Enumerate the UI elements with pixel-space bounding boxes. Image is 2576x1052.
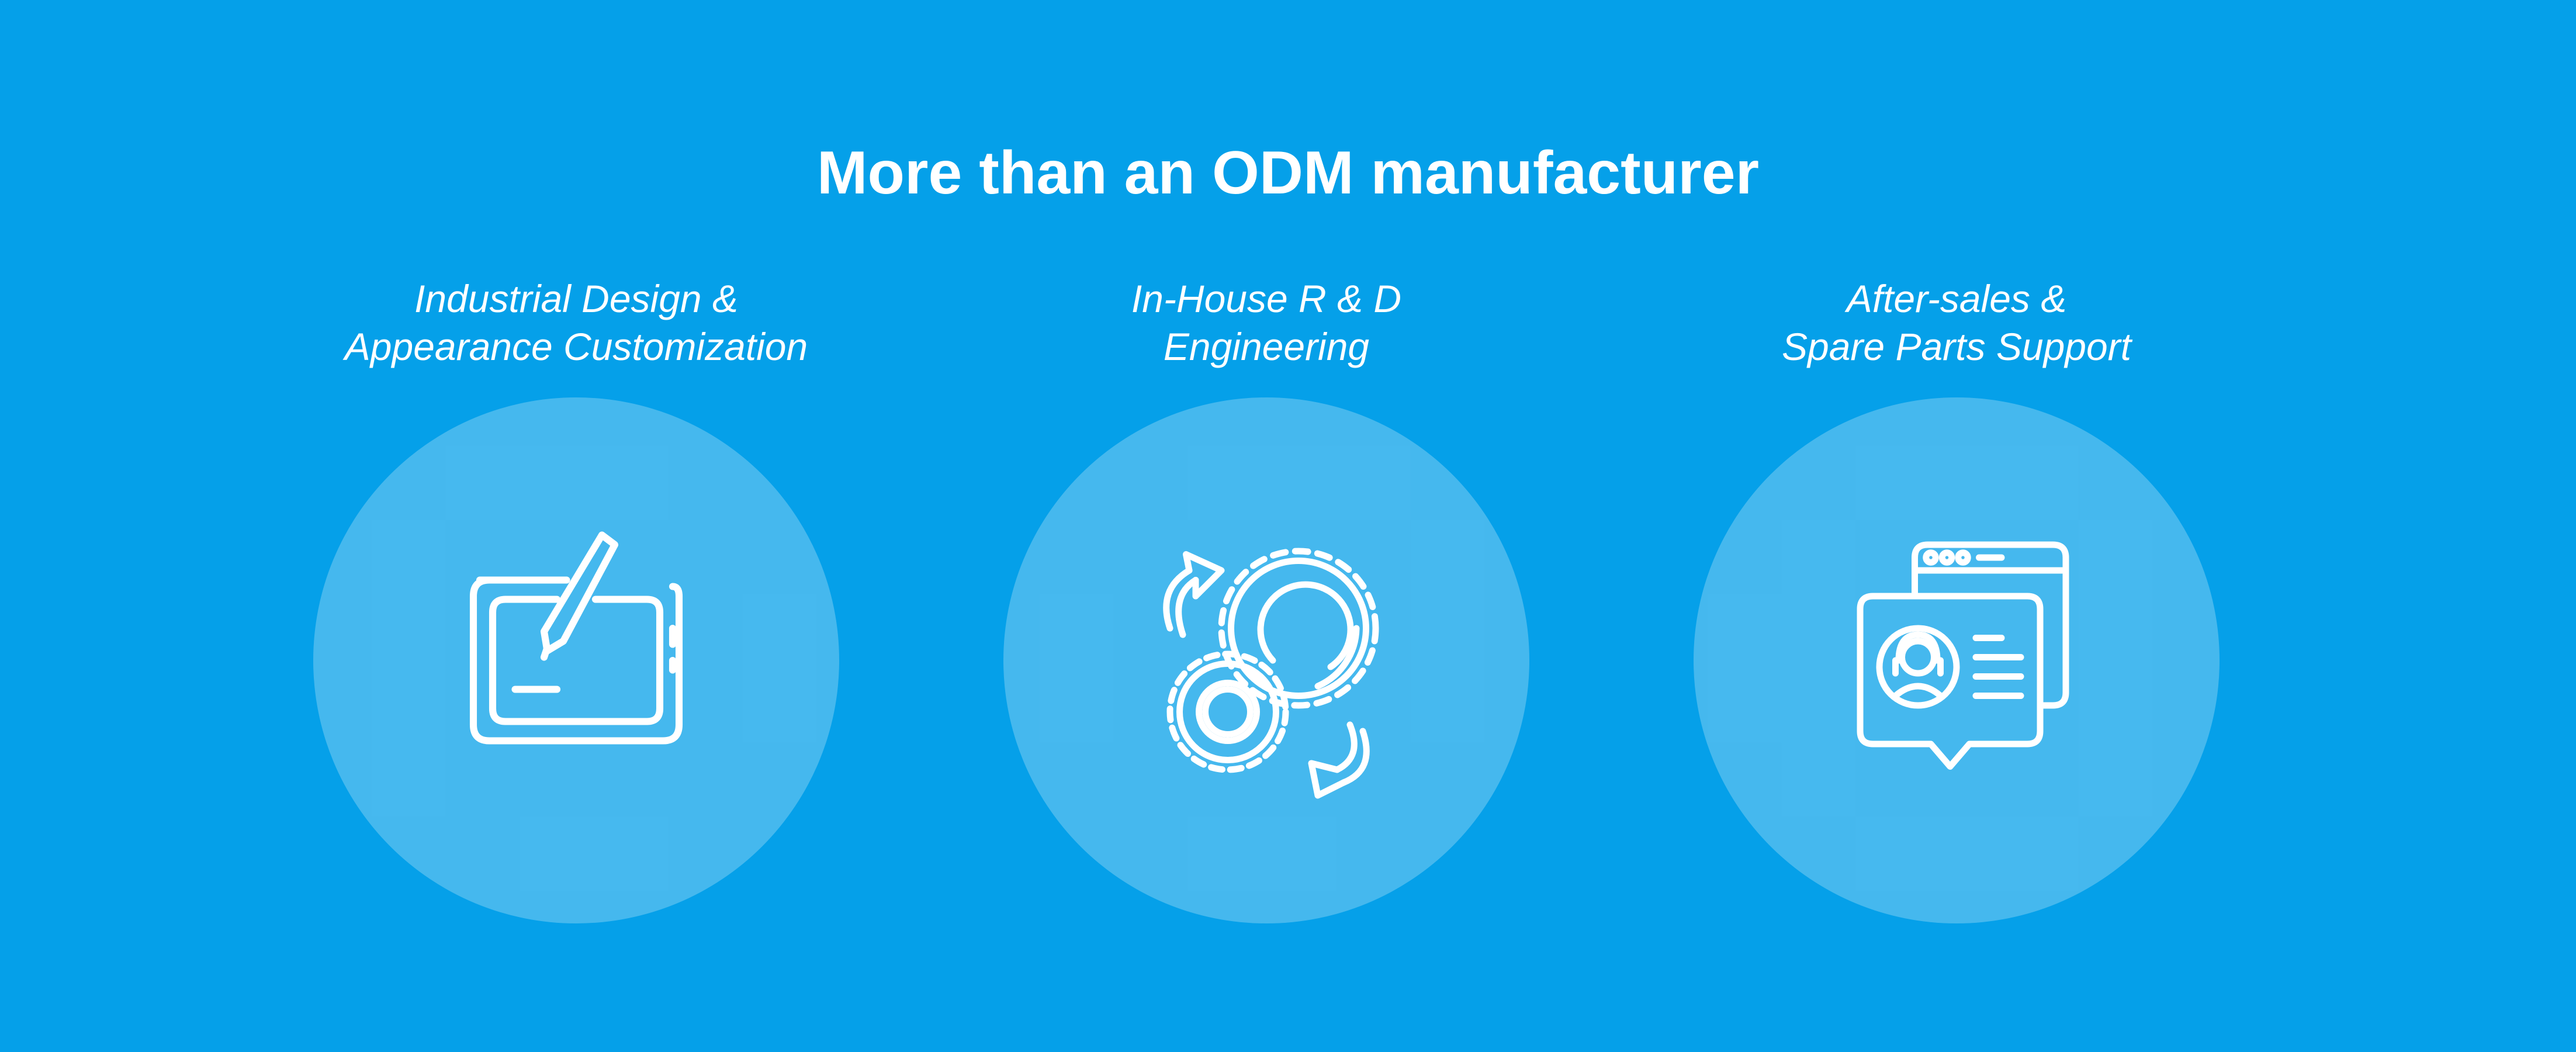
- feature-after-sales: After-sales & Spare Parts Support: [1577, 275, 2336, 923]
- feature-in-house-rd: In-House R & D Engineering: [887, 275, 1646, 923]
- gears-cycle-icon: [1163, 548, 1379, 799]
- icon-circle: [1694, 397, 2220, 923]
- drawing-tablet-icon: [469, 531, 683, 745]
- feature-label: Industrial Design & Appearance Customiza…: [196, 275, 956, 371]
- customer-support-window-icon: [1857, 541, 2069, 770]
- feature-label-line1: Industrial Design &: [414, 277, 738, 320]
- feature-label-line2: Spare Parts Support: [1782, 325, 2131, 368]
- feature-label: In-House R & D Engineering: [887, 275, 1646, 371]
- feature-industrial-design: Industrial Design & Appearance Customiza…: [196, 275, 956, 923]
- icon-circle: [313, 397, 839, 923]
- icon-circle: [1003, 397, 1529, 923]
- feature-label-line2: Appearance Customization: [344, 325, 808, 368]
- feature-label: After-sales & Spare Parts Support: [1577, 275, 2336, 371]
- feature-label-line2: Engineering: [1163, 325, 1370, 368]
- page-title: More than an ODM manufacturer: [816, 139, 1760, 207]
- feature-label-line1: In-House R & D: [1131, 277, 1402, 320]
- feature-label-line1: After-sales &: [1846, 277, 2067, 320]
